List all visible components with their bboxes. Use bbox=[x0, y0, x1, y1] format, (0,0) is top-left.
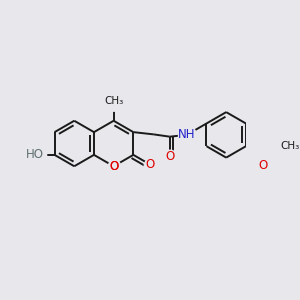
Text: O: O bbox=[165, 149, 174, 163]
Text: CH₃: CH₃ bbox=[104, 96, 123, 106]
Text: O: O bbox=[109, 160, 118, 173]
Text: O: O bbox=[146, 158, 155, 171]
Text: O: O bbox=[258, 159, 268, 172]
Text: O: O bbox=[109, 160, 118, 173]
Text: HO: HO bbox=[26, 148, 44, 161]
Text: NH: NH bbox=[178, 128, 196, 140]
Text: CH₃: CH₃ bbox=[280, 141, 300, 151]
